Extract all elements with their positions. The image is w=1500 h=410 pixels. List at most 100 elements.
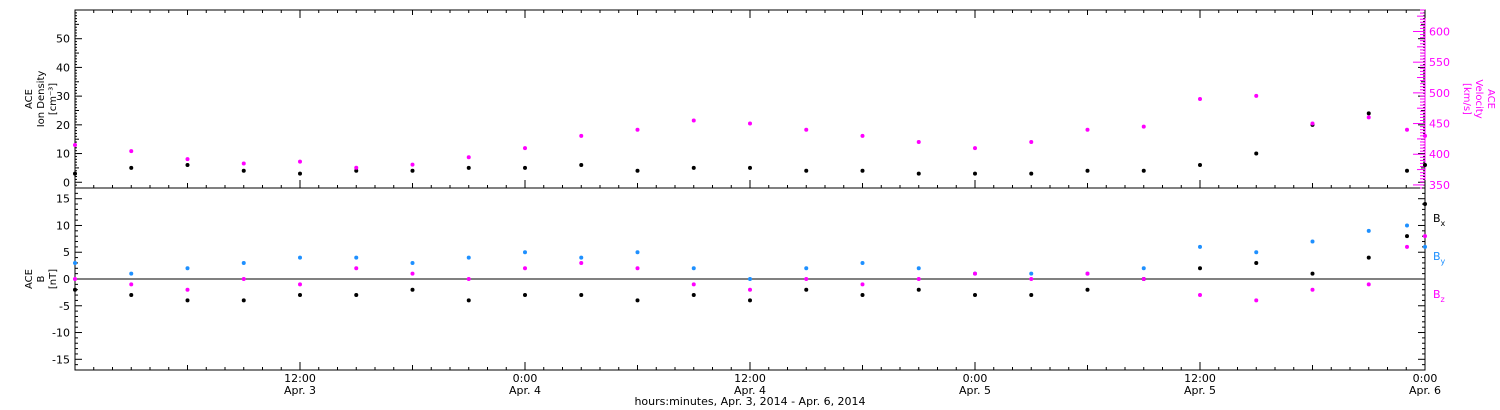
bx-point	[298, 293, 302, 298]
by-point	[1198, 244, 1202, 249]
top-left-tick-label: 0	[63, 176, 70, 189]
by-point	[579, 255, 584, 260]
velocity-point	[410, 162, 415, 167]
by-point	[1029, 271, 1034, 276]
ion-density-point	[1198, 163, 1202, 168]
velocity-point	[185, 157, 190, 162]
bx-point	[1198, 266, 1202, 271]
top-right-tick-label: 600	[1429, 25, 1450, 38]
velocity-point	[523, 146, 527, 151]
bz-point	[973, 271, 977, 276]
by-point	[748, 277, 752, 281]
bz-point	[1254, 298, 1259, 303]
top-right-tick-label: 450	[1429, 118, 1450, 131]
bottom-tick-label: 5	[63, 246, 70, 259]
bz-point	[860, 282, 865, 287]
bx-point	[73, 287, 77, 292]
ion-density-point	[1085, 168, 1090, 173]
ion-density-point	[1405, 168, 1409, 173]
x-tick-date-label: Apr. 3	[284, 384, 316, 397]
ion-density-point	[1423, 163, 1427, 168]
bottom-left-axis-title: ACE B [nT]	[24, 269, 59, 289]
top-right-tick-label: 350	[1429, 179, 1450, 192]
velocity-point	[1405, 127, 1409, 132]
top-right-axis-title: ACE Velocity [km/s]	[1461, 79, 1496, 118]
by-point	[916, 266, 921, 271]
by-point	[298, 255, 302, 260]
bx-point	[129, 293, 134, 298]
by-point	[185, 266, 190, 271]
top-left-tick-label: 40	[56, 61, 70, 74]
bottom-tick-label: 0	[63, 273, 70, 286]
top-left-axis-title: ACE Ion Density [cm⁻³]	[24, 71, 59, 128]
ion-density-point	[410, 168, 415, 173]
bx-point	[466, 298, 471, 303]
by-point	[1254, 250, 1259, 255]
bx-point	[804, 287, 809, 292]
bz-point	[241, 277, 246, 281]
velocity-point	[748, 121, 752, 126]
bz-point	[354, 266, 359, 271]
top-left-axis-title-line-2: Ion Density	[36, 71, 47, 128]
bz-point	[185, 287, 190, 292]
bx-point	[185, 298, 190, 303]
ion-density-point	[973, 171, 977, 176]
bz-point	[916, 277, 921, 281]
bx-point	[523, 293, 527, 298]
velocity-point	[973, 146, 977, 151]
velocity-point	[579, 133, 584, 138]
bx-point	[1366, 255, 1371, 260]
by-point	[860, 260, 865, 265]
bottom-left-axis-title-line-2: B	[36, 275, 47, 282]
x-tick-time-label: 0:00	[1413, 372, 1438, 385]
bx-point	[748, 298, 752, 303]
bz-point	[635, 266, 640, 271]
ion-density-point	[579, 163, 584, 168]
bx-point	[1254, 260, 1259, 265]
by-point	[466, 255, 471, 260]
top-left-tick-label: 10	[56, 148, 70, 161]
bx-point	[860, 293, 865, 298]
velocity-point	[241, 161, 246, 166]
bz-point	[1085, 271, 1090, 276]
bottom-tick-label: 15	[56, 193, 70, 206]
velocity-point	[129, 149, 134, 154]
by-point	[241, 260, 246, 265]
bz-point	[73, 277, 77, 281]
x-tick-date-label: Apr. 5	[1184, 384, 1216, 397]
by-point	[354, 255, 359, 260]
ion-density-point	[129, 165, 134, 170]
ion-density-point	[916, 171, 921, 176]
bx-point	[973, 293, 977, 298]
bx-point	[1310, 271, 1315, 276]
by-series	[73, 223, 1427, 281]
x-tick-time-label: 0:00	[513, 372, 538, 385]
by-point	[1366, 228, 1371, 233]
ion-density-series	[73, 111, 1427, 176]
bx-point	[579, 293, 584, 298]
bx-point	[410, 287, 415, 292]
velocity-point	[860, 133, 865, 138]
legend-entry-bz: Bz	[1433, 288, 1445, 304]
bz-point	[579, 260, 584, 265]
top-right-tick-label: 500	[1429, 87, 1450, 100]
bx-series	[73, 202, 1427, 303]
ion-density-point	[523, 165, 527, 170]
velocity-point	[354, 165, 359, 170]
velocity-point	[1366, 115, 1371, 120]
by-point	[523, 250, 527, 255]
velocity-point	[1141, 124, 1146, 129]
top-right-tick-label: 550	[1429, 56, 1450, 69]
velocity-point	[635, 127, 640, 132]
legend-entry-by: By	[1433, 250, 1446, 266]
velocity-point	[1254, 93, 1259, 98]
bz-point	[1423, 234, 1427, 239]
velocity-point	[466, 155, 471, 160]
ion-density-point	[804, 168, 809, 173]
ticks-layer: 0 10 20 30 40 50 350 400 450 500 550 600 -15 -10 -5 0 5 1…	[52, 9, 1450, 397]
x-tick-time-label: 12:00	[1184, 372, 1216, 385]
velocity-point	[804, 127, 809, 132]
ion-density-point	[691, 165, 696, 170]
bz-point	[804, 277, 809, 281]
velocity-point	[298, 159, 302, 164]
